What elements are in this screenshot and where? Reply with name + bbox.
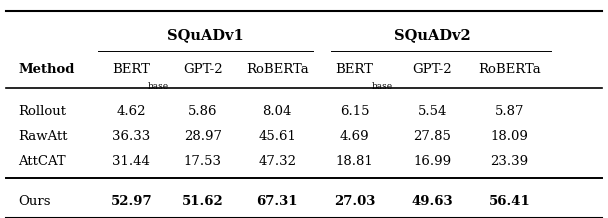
- Text: 67.31: 67.31: [257, 195, 298, 208]
- Text: 5.54: 5.54: [418, 105, 447, 118]
- Text: BERT: BERT: [112, 63, 150, 76]
- Text: GPT-2: GPT-2: [412, 63, 452, 76]
- Text: 18.09: 18.09: [491, 130, 528, 143]
- Text: 4.69: 4.69: [340, 130, 370, 143]
- Text: 47.32: 47.32: [258, 155, 296, 168]
- Text: 49.63: 49.63: [411, 195, 453, 208]
- Text: BERT: BERT: [336, 63, 373, 76]
- Text: 8.04: 8.04: [263, 105, 292, 118]
- Text: Ours: Ours: [18, 195, 50, 208]
- Text: Rollout: Rollout: [18, 105, 66, 118]
- Text: base: base: [371, 82, 392, 91]
- Text: 56.41: 56.41: [489, 195, 530, 208]
- Text: 52.97: 52.97: [111, 195, 152, 208]
- Text: SQuADv1: SQuADv1: [167, 28, 244, 42]
- Text: 5.87: 5.87: [495, 105, 524, 118]
- Text: 51.62: 51.62: [182, 195, 224, 208]
- Text: SQuADv2: SQuADv2: [394, 28, 471, 42]
- Text: 17.53: 17.53: [184, 155, 222, 168]
- Text: 23.39: 23.39: [491, 155, 528, 168]
- Text: GPT-2: GPT-2: [183, 63, 223, 76]
- Text: 27.03: 27.03: [334, 195, 375, 208]
- Text: base: base: [148, 82, 169, 91]
- Text: 31.44: 31.44: [112, 155, 150, 168]
- Text: RoBERTa: RoBERTa: [478, 63, 541, 76]
- Text: 6.15: 6.15: [340, 105, 370, 118]
- Text: 45.61: 45.61: [258, 130, 296, 143]
- Text: 28.97: 28.97: [184, 130, 222, 143]
- Text: 16.99: 16.99: [413, 155, 451, 168]
- Text: 27.85: 27.85: [413, 130, 451, 143]
- Text: 36.33: 36.33: [112, 130, 150, 143]
- Text: 4.62: 4.62: [117, 105, 146, 118]
- Text: RawAtt: RawAtt: [18, 130, 67, 143]
- Text: Method: Method: [18, 63, 74, 76]
- Text: AttCAT: AttCAT: [18, 155, 66, 168]
- Text: 18.81: 18.81: [336, 155, 373, 168]
- Text: 5.86: 5.86: [188, 105, 218, 118]
- Text: RoBERTa: RoBERTa: [246, 63, 309, 76]
